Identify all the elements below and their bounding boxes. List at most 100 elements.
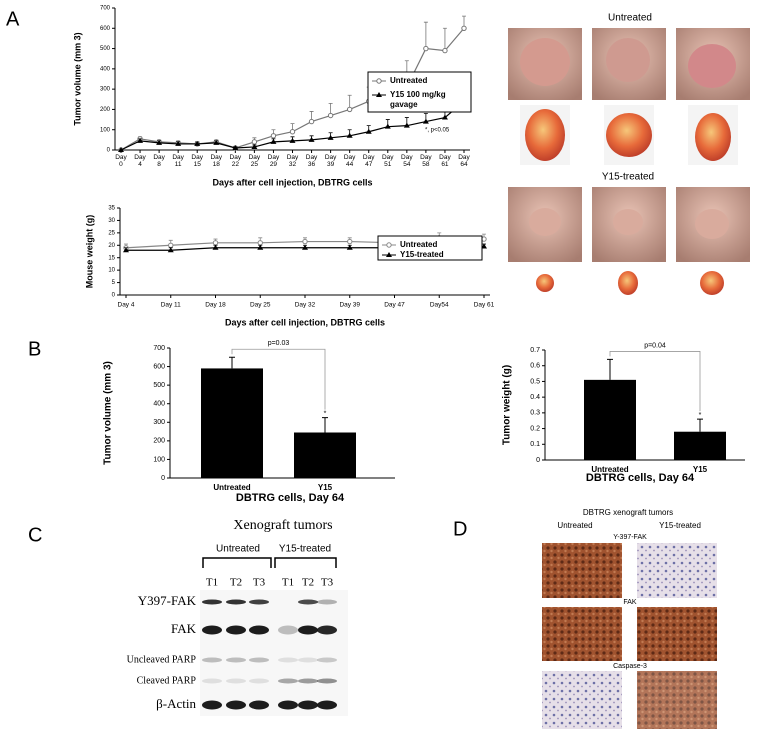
band [317, 700, 337, 710]
y-tick-label: 0.7 [530, 347, 540, 354]
x-tick-label: Untreated [213, 483, 250, 492]
panel-label: C [28, 524, 42, 546]
x-tick-label: Day 58 [420, 154, 432, 168]
y-tick-label: 0.3 [530, 410, 540, 417]
lane-label: T1 [282, 577, 294, 589]
x-tick-label: Day 25 [250, 302, 271, 309]
x-tick-label: Day 32 [295, 302, 316, 309]
marker [346, 132, 353, 138]
y-tick-label: 25 [108, 230, 115, 236]
band [298, 657, 318, 663]
row-label: Cleaved PARP [137, 675, 197, 686]
x-tick-label: Day 32 [286, 154, 299, 168]
band [317, 599, 337, 605]
y-tick-label: 700 [153, 345, 165, 352]
y-tick-label: 500 [153, 382, 165, 389]
band [249, 599, 269, 605]
x-tick-label: Day 47 [362, 154, 375, 168]
ihc-row: FAK [623, 599, 637, 606]
band [278, 625, 298, 635]
band [226, 599, 246, 605]
row-label: Y397-FAK [138, 593, 197, 608]
x-tick-label: Day 11 [172, 154, 184, 168]
band [202, 625, 222, 635]
y-axis-label: Tumor volume (mm 3) [72, 32, 82, 125]
x-tick-label: Day 64 [458, 154, 470, 168]
marker [423, 45, 429, 52]
marker [251, 143, 258, 149]
y-tick-label: 300 [153, 419, 165, 426]
row-label: β-Actin [156, 696, 196, 711]
error-bar [322, 417, 328, 433]
y-tick-label: 15 [108, 255, 115, 261]
x-axis-label: Days after cell injection, DBTRG cells [212, 177, 372, 187]
row-label: FAK [171, 621, 197, 636]
marker [232, 144, 239, 150]
x-tick-label: Day 11 [161, 302, 181, 309]
x-tick-label: Day 51 [381, 154, 394, 168]
marker [376, 92, 382, 97]
marker [365, 128, 372, 134]
x-tick-label: Day 61 [439, 154, 451, 168]
x-tick-label: Day 47 [384, 302, 405, 309]
significance: * [699, 412, 702, 419]
ihc-row: Y-397-FAK [613, 534, 647, 541]
band [317, 678, 337, 684]
ihc-image [542, 607, 622, 661]
x-tick-label: Untreated [591, 465, 628, 474]
marker [156, 139, 163, 145]
band [298, 625, 318, 635]
photo-label: Y15-treated [602, 172, 654, 183]
legend [367, 71, 472, 113]
ihc-image [637, 607, 717, 661]
blot: T1 T2 T3 T1 T2 T3 Y397-FAK FAK Uncleaved PARP Cle… [127, 577, 337, 711]
marker [289, 137, 296, 143]
legend-label: Untreated [400, 240, 437, 249]
marker [327, 134, 334, 140]
marker [347, 238, 353, 245]
y-tick-label: 0.5 [530, 378, 540, 385]
marker [346, 106, 353, 113]
marker [327, 112, 334, 119]
marker [386, 252, 392, 257]
significance: * [324, 410, 327, 417]
marker [137, 137, 144, 143]
lane-label: T1 [206, 577, 218, 589]
y-tick-label: 0.6 [530, 363, 540, 370]
lane-label: T2 [230, 577, 242, 589]
bracket [202, 557, 337, 568]
x-tick-label: Day 18 [205, 302, 226, 309]
x-tick-label: Day 4 [134, 154, 146, 168]
x-tick-label: Day 29 [267, 154, 280, 168]
band [249, 700, 269, 710]
x-tick-label: Day 61 [474, 302, 495, 309]
y-tick-label: 0 [112, 293, 116, 299]
panel-label: A [6, 8, 20, 30]
x-axis-label: DBTRG cells, Day 64 [236, 492, 345, 504]
ihc-title: DBTRG xenograft tumors [583, 508, 673, 517]
marker [123, 247, 129, 253]
x-tick-label: Day 4 [118, 302, 135, 309]
legend-text: gavage [390, 100, 418, 109]
y-tick-label: 100 [153, 456, 165, 463]
x-tick-label: Day 54 [401, 154, 413, 168]
marker [212, 240, 219, 246]
y-tick-label: 35 [108, 206, 115, 212]
ihc-image [542, 543, 622, 598]
band [202, 700, 222, 710]
ihc-image [637, 671, 717, 729]
y-tick-label: 300 [100, 87, 111, 93]
y-tick-label: 400 [100, 66, 111, 72]
error-bar [607, 358, 613, 380]
marker [403, 122, 410, 128]
bar [294, 432, 356, 478]
y-tick-label: 0 [107, 148, 111, 154]
band [202, 599, 222, 605]
lane-label: T3 [253, 577, 266, 589]
ihc-row: Caspase-3 [613, 663, 647, 670]
ihc-column: Untreated [557, 521, 592, 530]
band [317, 625, 337, 635]
lane-label: T3 [321, 577, 334, 589]
